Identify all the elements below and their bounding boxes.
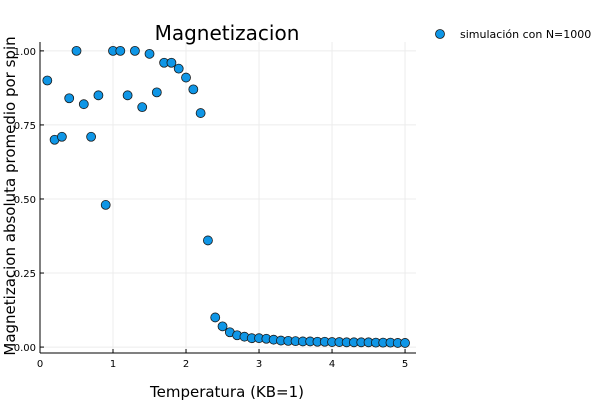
- data-point: [188, 84, 199, 95]
- data-points: [42, 45, 410, 348]
- x-axis-label: Temperatura (KB=1): [149, 383, 304, 400]
- data-point: [217, 321, 228, 332]
- data-point: [130, 45, 140, 56]
- data-point: [166, 57, 177, 68]
- axes-layer: [39, 42, 416, 354]
- x-tick-label: 4: [329, 359, 335, 370]
- y-tick-label: 0.00: [14, 343, 36, 354]
- data-point: [151, 87, 162, 98]
- legend-marker: [435, 29, 445, 39]
- data-point: [57, 131, 67, 142]
- data-point: [203, 235, 213, 246]
- x-tick-label: 5: [402, 359, 408, 370]
- data-point: [210, 312, 221, 323]
- data-point: [64, 93, 75, 104]
- data-point: [181, 72, 191, 83]
- x-tick-label: 0: [37, 359, 43, 370]
- x-tick-label: 1: [110, 359, 116, 370]
- chart-title: Magnetizacion: [155, 21, 300, 45]
- data-point: [100, 200, 111, 210]
- data-point: [115, 45, 126, 56]
- data-point: [86, 131, 97, 142]
- data-point: [137, 102, 148, 113]
- data-point: [93, 90, 104, 101]
- legend: simulación con N=1000: [435, 28, 591, 41]
- y-tick-label: 0.75: [14, 121, 36, 132]
- data-point: [42, 75, 53, 86]
- data-point: [122, 90, 133, 101]
- data-point: [71, 45, 82, 56]
- y-tick-label: 1.00: [14, 47, 36, 58]
- y-tick-label: 0.25: [14, 269, 36, 280]
- tick-labels: 0 1 2 3 4 5 0.00 0.25 0.50 0.75 1.00: [14, 47, 409, 370]
- data-point: [195, 108, 206, 118]
- grid-layer: [39, 42, 416, 353]
- data-point: [173, 63, 184, 74]
- data-point: [400, 338, 410, 348]
- data-point: [78, 99, 89, 110]
- x-tick-label: 2: [183, 359, 189, 370]
- legend-label: simulación con N=1000: [460, 28, 591, 41]
- x-tick-label: 3: [256, 359, 262, 370]
- y-axis-label: Magnetizacion absoluta promedio por spin: [1, 36, 19, 355]
- data-point: [144, 48, 155, 59]
- y-tick-label: 0.50: [14, 195, 36, 206]
